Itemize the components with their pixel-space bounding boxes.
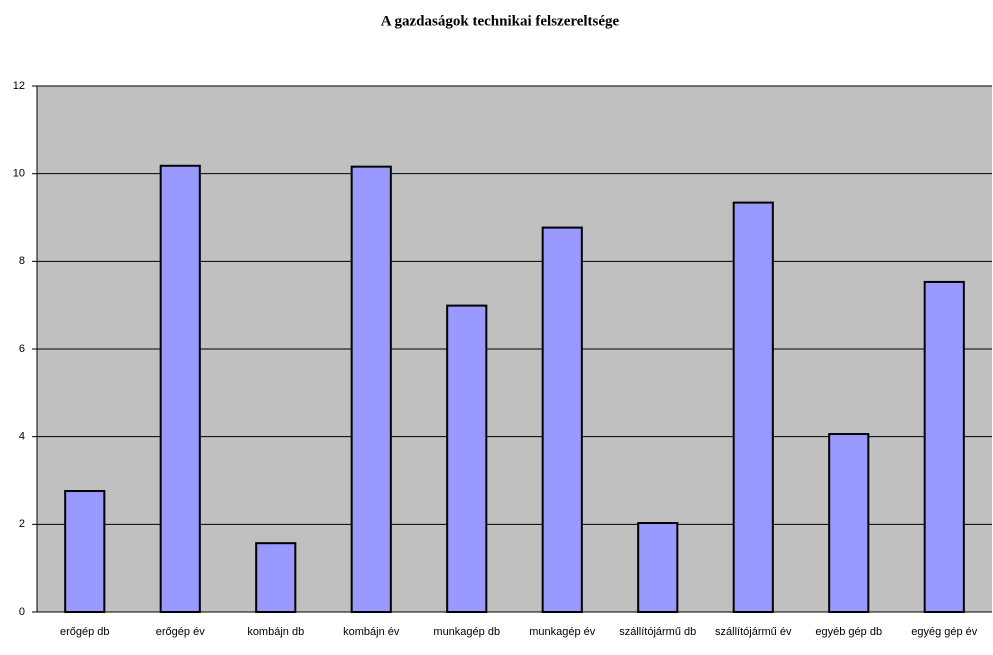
y-tick-label: 12 [13, 80, 25, 92]
x-tick-label: kombájn db [247, 626, 304, 638]
bar [350, 165, 392, 614]
x-tick-label: egyég gép év [911, 626, 978, 638]
bar [541, 226, 583, 613]
x-tick-label: munkagép év [529, 626, 596, 638]
x-tick-label: szállítójármű év [715, 626, 792, 638]
y-tick-label: 2 [19, 518, 25, 530]
x-tick-label: erőgép év [156, 626, 205, 638]
bar [255, 542, 297, 613]
bar [159, 164, 201, 613]
x-tick-label: egyéb gép db [815, 626, 882, 638]
y-tick-label: 6 [19, 343, 25, 355]
x-tick-label: szállítójármű db [619, 626, 696, 638]
bar [446, 304, 488, 613]
bar [637, 522, 679, 613]
y-tick-label: 4 [19, 431, 25, 443]
y-tick-label: 8 [19, 255, 25, 267]
bar [732, 201, 774, 613]
x-tick-label: munkagép db [433, 626, 500, 638]
bar [828, 433, 870, 613]
y-tick-label: 0 [19, 606, 25, 618]
bar [64, 490, 106, 613]
bar [923, 280, 965, 613]
x-tick-label: erőgép db [60, 626, 110, 638]
x-tick-label: kombájn év [343, 626, 400, 638]
y-tick-label: 10 [13, 168, 25, 180]
chart-title: A gazdaságok technikai felszereltsége [381, 13, 620, 29]
